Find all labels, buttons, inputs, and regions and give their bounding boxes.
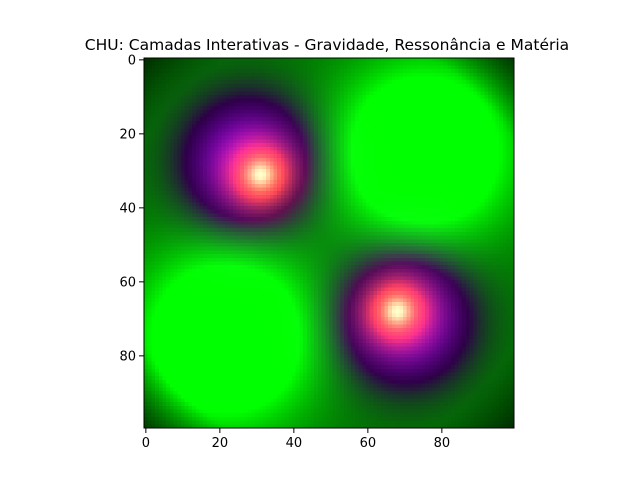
chart-title: CHU: Camadas Interativas - Gravidade, Re… <box>85 36 569 54</box>
x-tick-label: 40 <box>286 436 303 451</box>
y-tick-label: 40 <box>119 201 136 216</box>
plot-frame <box>143 57 515 429</box>
x-tick-label: 60 <box>360 436 377 451</box>
y-axis: 0 20 40 60 80 <box>119 53 144 364</box>
x-tick-label: 0 <box>142 436 150 451</box>
y-tick-label: 0 <box>128 53 136 68</box>
heatmap-image <box>144 58 514 428</box>
y-tick-label: 60 <box>119 275 136 290</box>
y-tick-label: 80 <box>119 349 136 364</box>
plot-area <box>143 57 515 429</box>
x-tick-label: 80 <box>434 436 451 451</box>
y-tick-label: 20 <box>119 127 136 142</box>
x-tick-label: 20 <box>212 436 229 451</box>
x-axis: 0 20 40 60 80 <box>142 428 450 451</box>
